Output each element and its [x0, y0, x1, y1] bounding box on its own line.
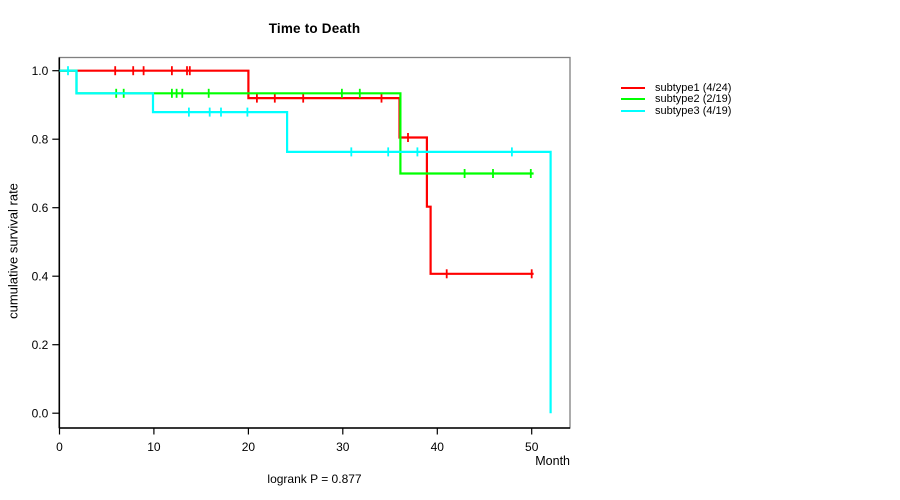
plot-border	[58, 56, 571, 429]
x-tick-label: 20	[242, 440, 256, 454]
x-tick-label: 50	[525, 440, 539, 454]
subtype2-line-swatch	[621, 98, 645, 101]
subtype1-line-swatch	[621, 86, 645, 89]
legend-label: subtype3 (4/19)	[655, 104, 732, 117]
logrank-p-value: logrank P = 0.877	[267, 472, 362, 486]
survival-curve	[59, 69, 534, 175]
x-axis-title: Month	[535, 454, 570, 468]
series-subtype3	[59, 66, 552, 414]
survival-curve	[59, 69, 534, 275]
y-tick-label: 0.2	[32, 338, 49, 352]
x-tick-label: 30	[336, 440, 350, 454]
survival-curve	[59, 69, 552, 414]
x-tick-label: 40	[431, 440, 445, 454]
y-tick-label: 0.8	[32, 132, 49, 146]
series-subtype2	[59, 69, 534, 178]
chart-title: Time to Death	[268, 21, 361, 36]
subtype3-line-swatch	[621, 109, 645, 113]
x-tick-label: 0	[56, 440, 63, 454]
legend-item-subtype1: subtype1 (4/24)	[621, 82, 731, 94]
y-tick-label: 0.0	[32, 406, 49, 420]
y-tick-label: 0.4	[32, 269, 49, 283]
series-subtype1	[59, 66, 534, 279]
x-tick-label: 10	[147, 440, 161, 454]
y-tick-label: 0.6	[32, 201, 49, 215]
y-tick-label: 1.0	[32, 64, 49, 78]
legend-label: subtype1 (4/24)	[655, 81, 732, 94]
legend-item-subtype3: subtype3 (4/19)	[621, 105, 731, 117]
legend-label: subtype2 (2/19)	[655, 93, 732, 106]
legend-item-subtype2: subtype2 (2/19)	[621, 93, 732, 106]
legend: subtype1 (4/24) subtype2 (2/19) subtype3…	[621, 82, 731, 117]
